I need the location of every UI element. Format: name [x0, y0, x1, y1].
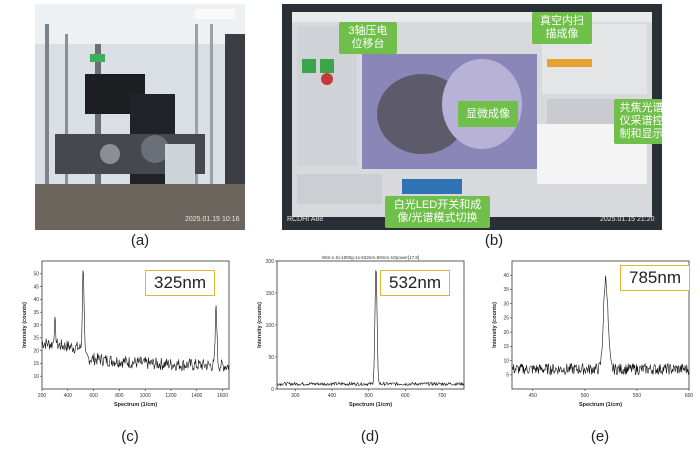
y-tick-label: 5 — [506, 373, 509, 379]
plot-frame — [511, 260, 690, 390]
y-tick-label: 100 — [266, 323, 275, 329]
photo-timestamp: 2025.01.15 10:16 — [185, 216, 240, 223]
y-tick-label: 50 — [33, 272, 39, 278]
software-photo: RCDHI A88 2025.01.15 21:20 3轴压电 位移台 真空内扫… — [282, 4, 662, 230]
spectrum-svg-325: 200 400 600 800 1000 1200 1400 1600 10 15 20 25 30 35… — [22, 260, 230, 408]
y-axis-label: Intensity (counts) — [492, 302, 498, 348]
spectrum-chart-325: 200 400 600 800 1000 1200 1400 1600 10 15 20 25 30 35… — [20, 255, 235, 415]
x-tick-label: 1000 — [140, 393, 151, 399]
wavelength-box-532: 532nm — [380, 270, 450, 296]
callout-vacuum: 真空内扫 描成像 — [532, 12, 592, 44]
x-tick-label: 200 — [38, 393, 47, 399]
callout-led-text: 白光LED开关和成 像/光谱模式切换 — [393, 199, 482, 224]
callout-microscope: 显微成像 — [458, 101, 518, 127]
x-tick-label: 1400 — [191, 393, 202, 399]
x-axis-label: Spectrum (1/cm) — [349, 402, 392, 408]
callout-stage-text: 3轴压电 位移台 — [348, 25, 388, 50]
callout-spectrometer: 共焦光谱 仪采谱控 制和显示 — [614, 99, 662, 144]
x-tick-label: 700 — [438, 393, 447, 399]
callout-led: 白光LED开关和成 像/光谱模式切换 — [385, 196, 490, 228]
caption-a: (a) — [130, 232, 150, 249]
x-tick-label: 600 — [685, 393, 694, 399]
chart-title: WiS-1-Si-1800g-1s-532nm-50mm-10power[17.… — [322, 255, 419, 260]
wavelength-box-325: 325nm — [145, 270, 215, 296]
y-tick-label: 15 — [503, 344, 509, 350]
y-tick-label: 35 — [503, 287, 509, 293]
photo-timestamp-b: 2025.01.15 21:20 — [600, 216, 655, 223]
callout-vacuum-text: 真空内扫 描成像 — [540, 15, 584, 40]
x-tick-label: 300 — [291, 393, 300, 399]
caption-b: (b) — [484, 232, 504, 249]
y-axis-label: Intensity (counts) — [257, 302, 263, 348]
lab-photo: 2025.01.15 10:16 — [35, 4, 245, 230]
y-axis-label: Intensity (counts) — [22, 302, 28, 348]
x-tick-label: 600 — [401, 393, 410, 399]
x-tick-label: 550 — [633, 393, 642, 399]
y-tick-label: 40 — [33, 297, 39, 303]
spectrum-svg-532: WiS-1-Si-1800g-1s-532nm-50mm-10power[17.… — [257, 255, 465, 408]
y-tick-label: 40 — [503, 273, 509, 279]
x-tick-label: 500 — [581, 393, 590, 399]
spectrum-line — [511, 275, 690, 376]
x-tick-label: 1600 — [217, 393, 228, 399]
spectrum-line — [276, 270, 465, 387]
x-tick-label: 800 — [115, 393, 124, 399]
y-tick-label: 30 — [503, 301, 509, 307]
x-tick-label: 400 — [64, 393, 73, 399]
callout-microscope-text: 显微成像 — [466, 108, 510, 120]
wavelength-box-785: 785nm — [620, 265, 690, 291]
camera-label: RCDHI A88 — [287, 216, 324, 223]
caption-c: (c) — [121, 428, 139, 445]
y-tick-label: 10 — [33, 374, 39, 380]
callout-spectrometer-text: 共焦光谱 仪采谱控 制和显示 — [619, 102, 663, 140]
caption-e: (e) — [590, 428, 610, 445]
y-tick-label: 50 — [268, 355, 274, 361]
x-tick-label: 1200 — [165, 393, 176, 399]
y-tick-label: 45 — [33, 284, 39, 290]
y-tick-label: 20 — [503, 330, 509, 336]
y-tick-label: 15 — [33, 361, 39, 367]
y-tick-label: 30 — [33, 323, 39, 329]
y-tick-label: 150 — [266, 291, 275, 297]
x-axis-label: Spectrum (1/cm) — [579, 402, 622, 408]
x-tick-label: 400 — [328, 393, 337, 399]
caption-d: (d) — [360, 428, 380, 445]
callout-stage: 3轴压电 位移台 — [339, 22, 397, 54]
y-tick-label: 0 — [271, 387, 274, 393]
x-tick-label: 500 — [364, 393, 373, 399]
x-tick-label: 450 — [529, 393, 538, 399]
y-tick-label: 20 — [33, 348, 39, 354]
y-tick-label: 10 — [503, 358, 509, 364]
y-tick-label: 25 — [503, 316, 509, 322]
spectrum-chart-532: WiS-1-Si-1800g-1s-532nm-50mm-10power[17.… — [255, 255, 470, 415]
x-tick-label: 600 — [89, 393, 98, 399]
lab-photo-drawing — [35, 4, 245, 230]
spectrum-svg-785: 450 500 550 600 5 10 15 20 25 30 35 40 Spectrum (1/c… — [492, 260, 694, 408]
y-tick-label: 200 — [266, 259, 275, 265]
x-axis-label: Spectrum (1/cm) — [114, 402, 157, 408]
y-tick-label: 35 — [33, 310, 39, 316]
y-tick-label: 25 — [33, 336, 39, 342]
spectrum-chart-785: 450 500 550 600 5 10 15 20 25 30 35 40 Spectrum (1/c… — [490, 255, 695, 415]
spectrum-line — [41, 270, 230, 372]
